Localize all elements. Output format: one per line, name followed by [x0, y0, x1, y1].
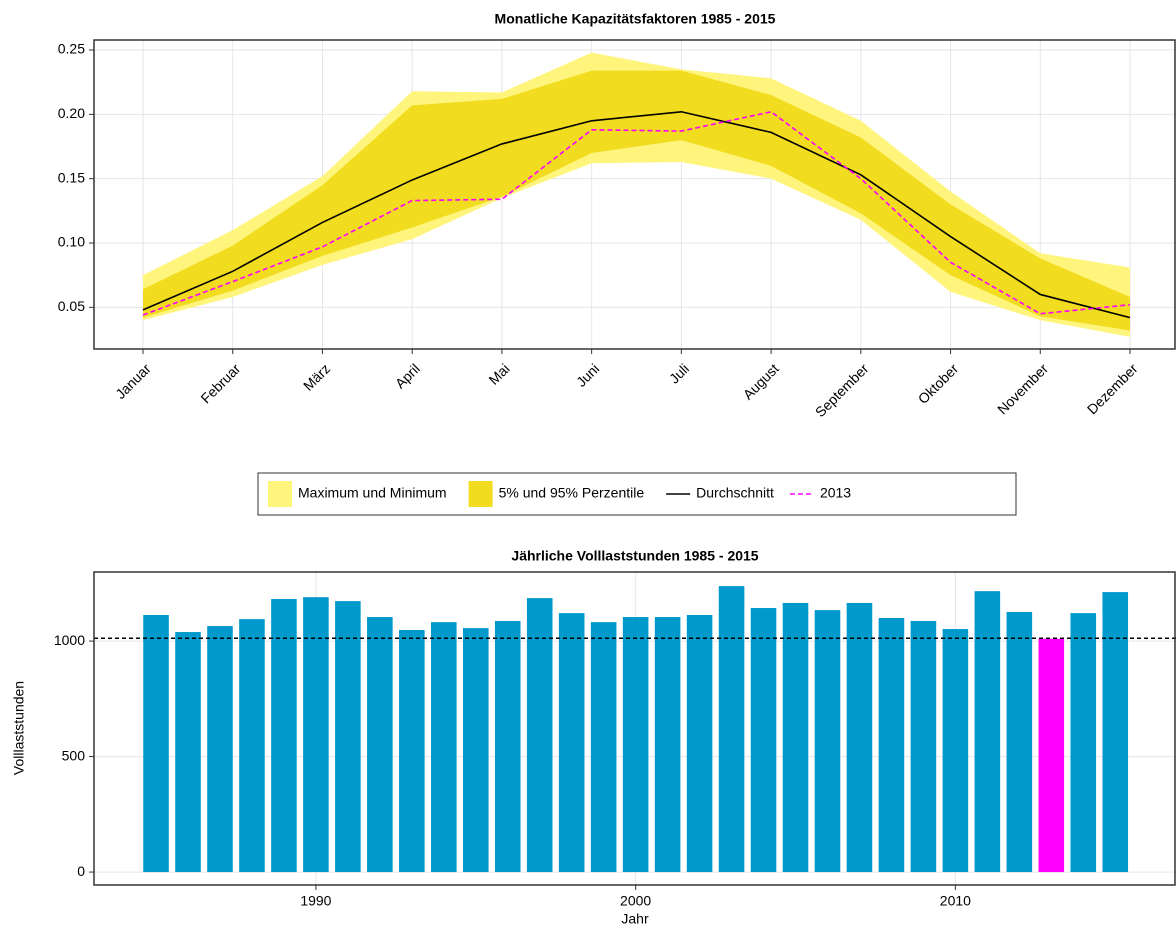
chart-title: Jährliche Volllaststunden 1985 - 2015	[511, 548, 758, 564]
x-tick-label: 2010	[940, 893, 971, 909]
bar	[399, 629, 425, 873]
bar	[718, 586, 745, 873]
legend-label: 5% und 95% Perzentile	[499, 485, 645, 501]
x-tick-label: Mai	[485, 360, 512, 387]
bar	[782, 602, 809, 873]
bar	[1006, 611, 1033, 873]
bar	[750, 608, 777, 873]
legend-label: Durchschnitt	[696, 485, 774, 501]
bar	[175, 632, 201, 873]
bar	[1102, 592, 1129, 873]
bar	[335, 601, 361, 873]
bar	[526, 598, 553, 873]
y-tick-label: 500	[62, 747, 86, 763]
bar	[207, 626, 233, 873]
x-tick-label: 1990	[300, 893, 331, 909]
bar	[814, 610, 841, 873]
legend-label: Maximum und Minimum	[298, 485, 447, 501]
bar	[654, 617, 681, 873]
bar	[271, 599, 297, 873]
x-axis-label: Jahr	[621, 911, 649, 927]
bar	[431, 622, 457, 873]
legend-label: 2013	[820, 485, 851, 501]
y-tick-label: 0.10	[58, 234, 85, 250]
x-tick-label: Juli	[666, 360, 692, 386]
bar	[558, 613, 585, 873]
bar	[494, 620, 521, 873]
legend-box	[257, 472, 1017, 516]
y-tick-label: 0.15	[58, 169, 85, 185]
bar	[367, 617, 393, 873]
bar	[878, 617, 905, 873]
bar	[686, 614, 713, 873]
plot-frame	[93, 571, 1176, 886]
line	[142, 110, 1131, 316]
bar	[1070, 613, 1097, 873]
bar	[622, 617, 649, 873]
x-tick-label: Oktober	[915, 360, 962, 407]
bar	[590, 622, 617, 873]
x-tick-label: Juni	[573, 360, 602, 389]
x-tick-label: November	[994, 360, 1051, 417]
band	[143, 70, 1130, 331]
bar	[143, 614, 169, 873]
bar	[462, 628, 489, 873]
plot-frame	[93, 39, 1176, 350]
bar	[910, 620, 937, 873]
x-tick-label: September	[812, 360, 872, 420]
chart-title: Monatliche Kapazitätsfaktoren 1985 - 201…	[495, 11, 776, 27]
line	[142, 110, 1131, 319]
y-tick-label: 0.05	[58, 298, 85, 314]
x-tick-label: 2000	[620, 893, 651, 909]
bar	[942, 629, 969, 873]
bar	[846, 602, 873, 873]
y-tick-label: 0	[77, 863, 85, 879]
bar	[239, 619, 265, 873]
y-axis-label: Volllaststunden	[11, 681, 27, 775]
x-tick-label: Januar	[112, 360, 154, 402]
y-tick-label: 0.25	[58, 41, 85, 57]
x-tick-label: Februar	[197, 360, 243, 406]
x-tick-label: März	[300, 360, 333, 393]
x-tick-label: April	[392, 360, 423, 391]
x-tick-label: Dezember	[1084, 360, 1141, 417]
y-tick-label: 1000	[54, 632, 85, 648]
bar	[303, 597, 329, 873]
band	[143, 52, 1130, 337]
legend-swatch	[268, 481, 292, 507]
x-tick-label: August	[740, 360, 782, 402]
bar	[974, 591, 1001, 873]
y-tick-label: 0.20	[58, 105, 85, 121]
legend-swatch	[468, 481, 493, 507]
bar	[1038, 638, 1065, 873]
